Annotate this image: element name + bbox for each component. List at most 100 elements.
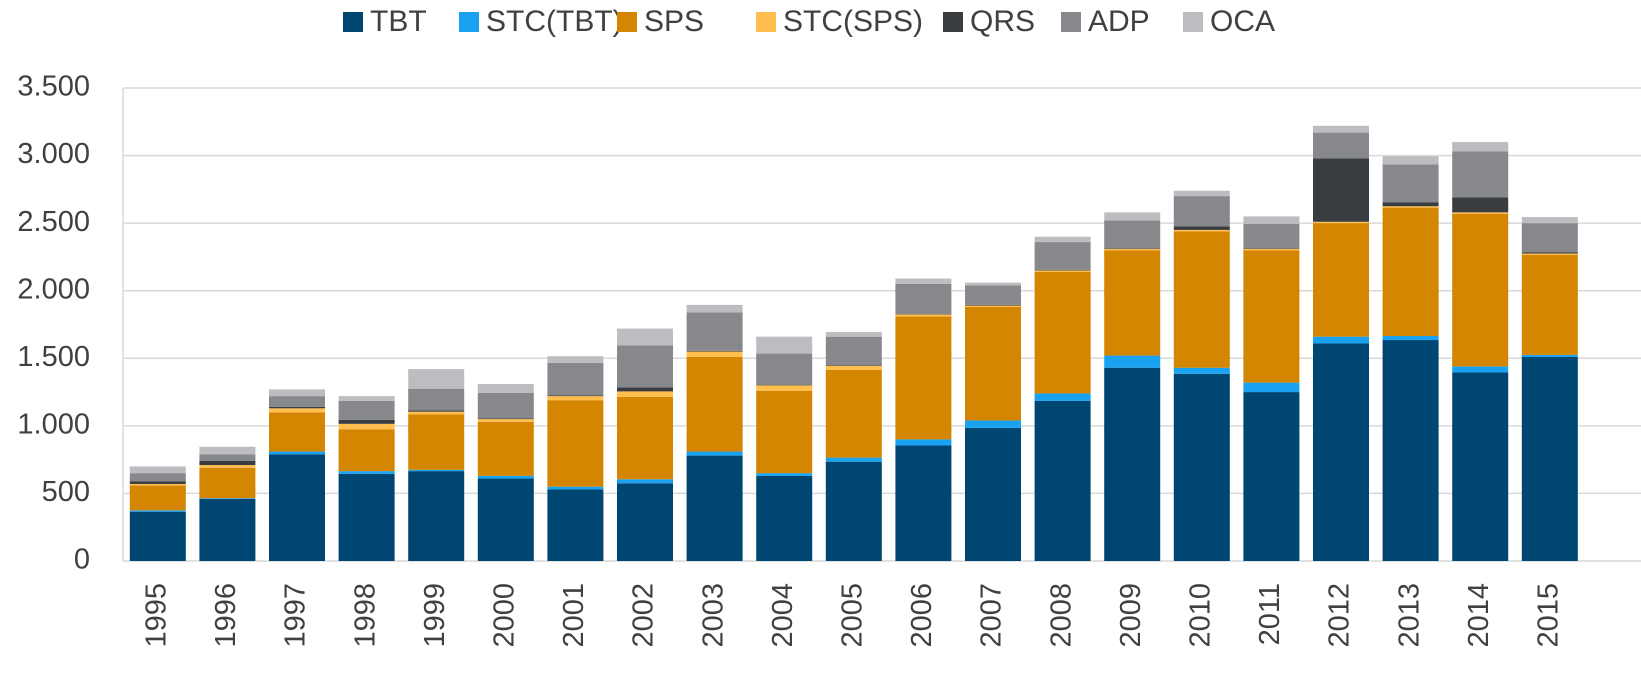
legend-label: STC(TBT) [486, 5, 623, 38]
y-tick-label: 0 [74, 544, 90, 576]
legend-label: OCA [1210, 5, 1275, 38]
bar-segment [756, 385, 813, 391]
bar-segment [199, 446, 256, 455]
bar-segment [408, 388, 465, 411]
bar-segment [1313, 343, 1369, 561]
x-tick-label: 1996 [210, 583, 242, 648]
bar-segment [338, 419, 395, 424]
bar-segment [1382, 340, 1439, 561]
bar-segment [338, 471, 395, 474]
bar-segment [965, 306, 1021, 421]
bar-segment [129, 510, 186, 512]
bar-segment [1313, 223, 1369, 337]
x-tick-label: 2009 [1115, 583, 1147, 648]
bar-segment [965, 427, 1021, 561]
bar-segment [1173, 373, 1230, 561]
bar-segment [617, 396, 673, 480]
bar-segment [547, 356, 604, 364]
x-tick-label: 2011 [1254, 583, 1286, 645]
bar-segment [1034, 400, 1091, 561]
bar-segment [1382, 202, 1439, 207]
bar-segment [1173, 226, 1230, 230]
bar-segment [965, 304, 1021, 306]
bar-segment [1521, 253, 1578, 255]
bar-segment [1452, 197, 1509, 213]
bar-segment [825, 365, 882, 366]
bar-segment [895, 445, 952, 561]
bar-segment [965, 420, 1021, 428]
bar-segment [1521, 354, 1578, 357]
bar-segment [617, 479, 673, 484]
bar-segment [408, 469, 465, 472]
bar-segment [686, 312, 743, 351]
bar-segment [1104, 212, 1161, 221]
bar-segment [756, 384, 813, 386]
bar-segment [129, 483, 186, 486]
bar-segment [269, 389, 325, 397]
bar-segment [895, 439, 952, 446]
bar-segment [825, 461, 882, 561]
bar-segment [547, 486, 604, 490]
bar-segment [338, 396, 395, 401]
x-tick-label: 2004 [767, 583, 799, 648]
bar-segment [1173, 367, 1230, 374]
bar-segment [617, 483, 673, 561]
bar-segment [1382, 335, 1439, 341]
bar-segment [1521, 217, 1578, 224]
bar-segment [269, 454, 325, 561]
x-tick-label: 2010 [1184, 583, 1216, 648]
bar-segment [129, 473, 186, 482]
bar-segment [825, 331, 882, 337]
bar-segment [1034, 269, 1091, 271]
bar-segment [199, 498, 256, 561]
bar-segment [1313, 132, 1369, 159]
bar-segment [1173, 229, 1230, 232]
bar-segment [269, 412, 325, 452]
bar-segment [338, 423, 395, 430]
x-tick-label: 2008 [1045, 583, 1077, 648]
bar-segment [1104, 248, 1161, 251]
bar-segment [1243, 250, 1300, 383]
bar-segment [1313, 221, 1369, 224]
bar-segment [1313, 336, 1369, 344]
bar-segment [1104, 355, 1161, 368]
bar-segment [477, 392, 534, 419]
bar-segment [269, 406, 325, 409]
x-tick-label: 2015 [1532, 583, 1564, 648]
bar-segment [547, 363, 604, 396]
y-tick-label: 1.000 [17, 409, 90, 441]
x-tick-label: 2005 [836, 583, 868, 648]
legend-swatch [756, 12, 776, 32]
bar-segment [756, 475, 813, 561]
x-tick-label: 2001 [558, 583, 590, 648]
x-tick-label: 2007 [976, 583, 1008, 648]
bar-segment [547, 400, 604, 487]
bar-segment [686, 455, 743, 561]
bar-segment [129, 481, 186, 484]
bar-segment [1382, 206, 1439, 208]
bar-segment [895, 313, 952, 315]
bar-segment [199, 454, 256, 461]
bar-segment [1521, 356, 1578, 561]
bar-segment [1243, 392, 1300, 561]
bar-segment [199, 465, 256, 468]
bar-segment [1173, 190, 1230, 197]
bar-segment [1034, 270, 1091, 272]
y-tick-label: 3.500 [17, 71, 90, 103]
bar-segment [895, 278, 952, 284]
bar-segment [686, 451, 743, 456]
bar-segment [129, 466, 186, 474]
bar-segment [1173, 231, 1230, 368]
x-tick-label: 1995 [140, 583, 172, 648]
bar-segment [895, 314, 952, 317]
bar-segment [1034, 271, 1091, 394]
x-tick-label: 2003 [697, 583, 729, 648]
bar-segment [477, 421, 534, 476]
bar-segment [1243, 248, 1300, 251]
legend-swatch [343, 12, 363, 32]
bar-segment [477, 478, 534, 561]
legend-swatch [1061, 12, 1081, 32]
bar-segment [1034, 236, 1091, 243]
bar-segment [1452, 372, 1509, 561]
